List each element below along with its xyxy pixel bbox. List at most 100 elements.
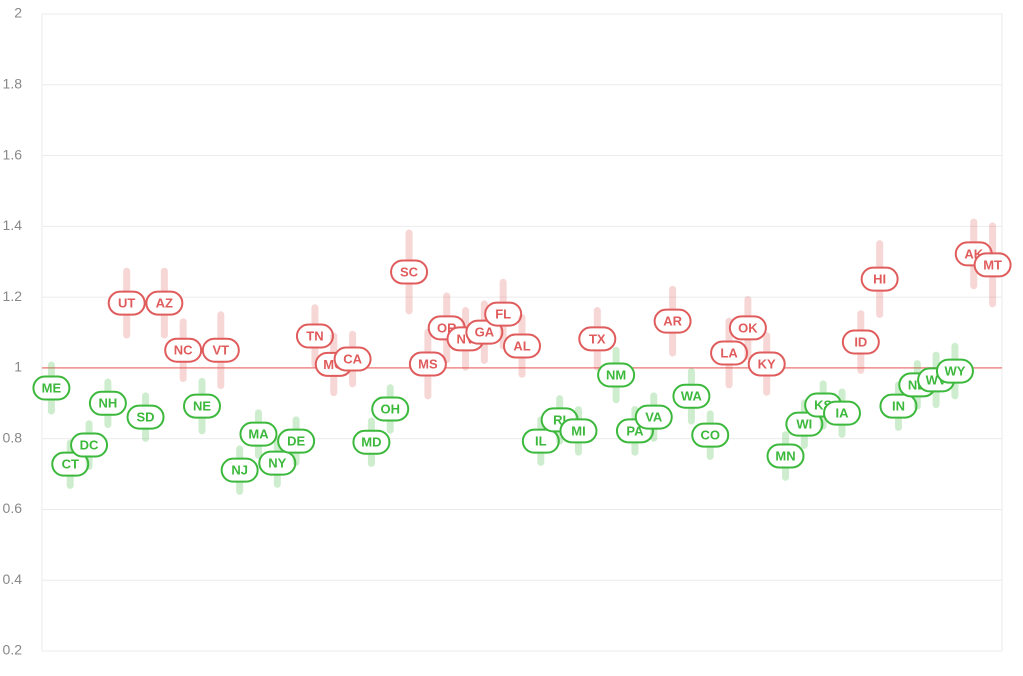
y-tick-label: 1.2 xyxy=(3,288,23,304)
point-marker xyxy=(766,443,805,469)
point-label: NJ xyxy=(231,463,248,478)
point: AL xyxy=(503,333,541,359)
point: SC xyxy=(390,259,429,285)
point-marker xyxy=(691,422,730,448)
point-marker xyxy=(51,451,90,477)
point: NM xyxy=(597,362,636,388)
point-marker xyxy=(352,429,391,455)
point-marker xyxy=(841,329,880,355)
point-label: IL xyxy=(535,434,547,449)
point-marker xyxy=(371,396,410,422)
point-marker xyxy=(935,358,974,384)
point: IA xyxy=(823,400,861,426)
point-marker xyxy=(126,404,165,430)
point-label: MI xyxy=(571,423,585,438)
point: VA xyxy=(634,404,673,430)
point-label: DC xyxy=(80,437,99,452)
point: GA xyxy=(465,319,504,345)
point: MN xyxy=(766,443,805,469)
point-label: VA xyxy=(645,410,663,425)
point: MT xyxy=(973,252,1012,278)
point: ME xyxy=(32,375,71,401)
point-marker xyxy=(653,308,692,334)
y-tick-label: 0.4 xyxy=(3,571,23,587)
point-marker xyxy=(201,337,240,363)
point-marker xyxy=(164,337,203,363)
point-marker xyxy=(785,411,824,437)
point-label: MD xyxy=(361,435,381,450)
point-label: CT xyxy=(62,457,79,472)
point: CO xyxy=(691,422,730,448)
point-label: PA xyxy=(626,423,644,438)
point: TN xyxy=(295,323,334,349)
point-marker xyxy=(408,351,447,377)
point-marker xyxy=(728,315,767,341)
point: IN xyxy=(879,393,918,419)
point-label: SC xyxy=(400,264,419,279)
y-tick-label: 1.4 xyxy=(3,217,23,233)
point-label: WY xyxy=(944,364,965,379)
point-label: FL xyxy=(495,307,511,322)
point-label: NE xyxy=(193,399,211,414)
y-tick-label: 2 xyxy=(14,5,22,21)
point-label: TN xyxy=(306,328,323,343)
point: HI xyxy=(860,266,899,292)
point: TX xyxy=(578,326,617,352)
point-label: DE xyxy=(287,434,305,449)
point-marker xyxy=(879,393,918,419)
point: AR xyxy=(653,308,692,334)
point-marker xyxy=(465,319,504,345)
point-marker xyxy=(672,383,711,409)
point-marker xyxy=(258,450,297,476)
point: MS xyxy=(408,351,447,377)
point-label: CA xyxy=(343,351,362,366)
point: MA xyxy=(239,421,278,447)
point-marker xyxy=(860,266,899,292)
point: CA xyxy=(333,346,372,372)
point-marker xyxy=(183,393,221,419)
point: DE xyxy=(277,428,316,454)
point-label: NY xyxy=(268,456,286,471)
point-marker xyxy=(88,390,127,416)
point-label: MS xyxy=(418,356,438,371)
point: NJ xyxy=(220,457,259,483)
point-marker xyxy=(597,362,636,388)
point-label: UT xyxy=(118,296,135,311)
point-marker xyxy=(578,326,617,352)
point: WA xyxy=(672,383,711,409)
y-tick-label: 0.8 xyxy=(3,429,23,445)
point-label: MT xyxy=(983,257,1002,272)
y-tick-label: 1 xyxy=(14,359,22,375)
y-tick-label: 0.2 xyxy=(3,642,23,658)
point-label: ME xyxy=(42,380,62,395)
point-label: IN xyxy=(892,399,905,414)
point: NY xyxy=(258,450,297,476)
point-label: VT xyxy=(213,343,230,358)
point-label: MA xyxy=(248,427,269,442)
point-label: AZ xyxy=(156,296,173,311)
point-marker xyxy=(747,351,786,377)
point-label: IA xyxy=(836,406,850,421)
point-label: KY xyxy=(758,356,776,371)
point: WY xyxy=(935,358,974,384)
point-label: LA xyxy=(720,345,738,360)
point-label: NC xyxy=(174,343,193,358)
point-label: TX xyxy=(589,331,606,346)
point-marker xyxy=(710,340,749,366)
point-label: AR xyxy=(663,314,682,329)
point: MI xyxy=(559,418,598,444)
point-label: WI xyxy=(796,417,812,432)
point-marker xyxy=(973,252,1012,278)
point-label: MN xyxy=(775,448,795,463)
point-label: SD xyxy=(136,410,154,425)
point-label: OH xyxy=(380,401,400,416)
point-label: CO xyxy=(700,428,720,443)
point: WI xyxy=(785,411,824,437)
point-marker xyxy=(559,418,598,444)
point-marker xyxy=(277,428,316,454)
point-marker xyxy=(70,432,109,458)
point-label: HI xyxy=(873,272,886,287)
y-tick-label: 1.6 xyxy=(3,146,23,162)
point-marker xyxy=(145,290,184,316)
